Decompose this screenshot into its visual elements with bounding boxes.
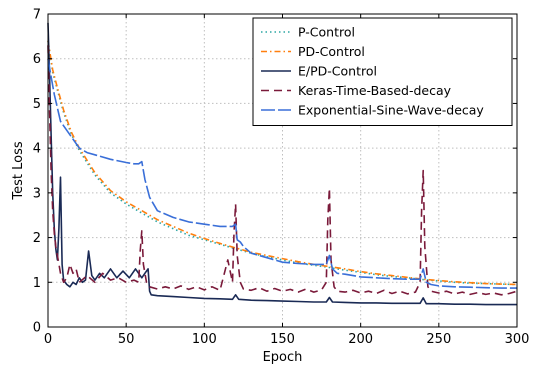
y-tick-label: 4 [33,142,41,157]
legend-label: Keras-Time-Based-decay [298,83,452,98]
series-line-0 [47,40,518,286]
legend-label: P-Control [298,25,355,40]
x-tick-label: 100 [192,332,217,347]
legend-label: Exponential-Sine-Wave-decay [298,103,484,118]
legend-label: E/PD-Control [298,64,377,79]
legend-box [252,17,513,126]
legend-label: PD-Control [298,44,365,59]
x-tick-label: 150 [270,332,295,347]
y-tick-label: 1 [33,276,41,291]
axis-ticks: 0 50 100 150 200 250 300 0 1 2 3 4 5 6 7 [33,8,530,348]
y-tick-label: 3 [33,186,41,201]
y-axis-label: Test Loss [11,141,26,200]
series-lines [47,22,518,306]
x-tick-label: 300 [505,332,530,347]
y-tick-label: 2 [33,231,41,246]
x-tick-label: 250 [426,332,451,347]
series-line-3 [47,45,518,296]
series-line-4 [47,58,517,289]
y-tick-label: 6 [33,52,41,67]
x-tick-label: 50 [118,332,135,347]
legend: P-Control PD-Control E/PD-Control Keras-Tim… [252,17,513,126]
series-line-1 [47,40,518,286]
y-tick-label: 5 [33,97,41,112]
x-axis-label: Epoch [263,350,303,365]
y-tick-label: 7 [33,8,41,23]
x-tick-label: 0 [44,332,52,347]
y-tick-label: 0 [33,321,41,336]
x-tick-label: 200 [348,332,373,347]
